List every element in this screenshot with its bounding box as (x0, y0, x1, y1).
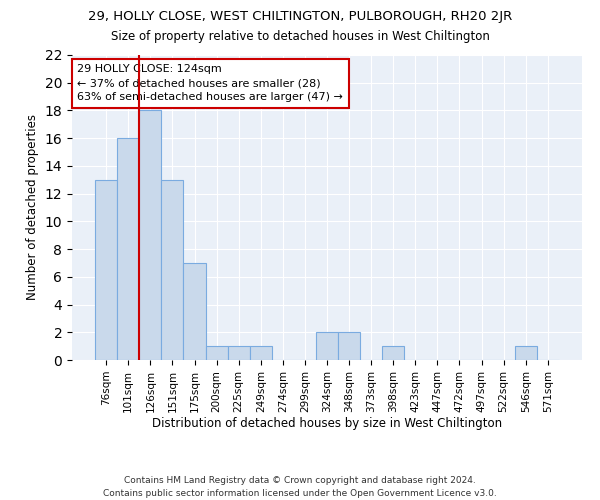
Bar (316, 332, 338, 360)
Text: 29 HOLLY CLOSE: 124sqm
← 37% of detached houses are smaller (28)
63% of semi-det: 29 HOLLY CLOSE: 124sqm ← 37% of detached… (77, 64, 343, 102)
Bar (382, 346, 404, 360)
Bar (184, 263, 206, 360)
Bar (95, 180, 117, 360)
X-axis label: Distribution of detached houses by size in West Chiltington: Distribution of detached houses by size … (152, 418, 502, 430)
Bar (515, 346, 537, 360)
Text: Size of property relative to detached houses in West Chiltington: Size of property relative to detached ho… (110, 30, 490, 43)
Text: 29, HOLLY CLOSE, WEST CHILTINGTON, PULBOROUGH, RH20 2JR: 29, HOLLY CLOSE, WEST CHILTINGTON, PULBO… (88, 10, 512, 23)
Bar (139, 110, 161, 360)
Bar (161, 180, 184, 360)
Bar (227, 346, 250, 360)
Bar (206, 346, 227, 360)
Bar (117, 138, 139, 360)
Text: Contains HM Land Registry data © Crown copyright and database right 2024.
Contai: Contains HM Land Registry data © Crown c… (103, 476, 497, 498)
Bar (338, 332, 360, 360)
Bar (250, 346, 272, 360)
Y-axis label: Number of detached properties: Number of detached properties (26, 114, 39, 300)
